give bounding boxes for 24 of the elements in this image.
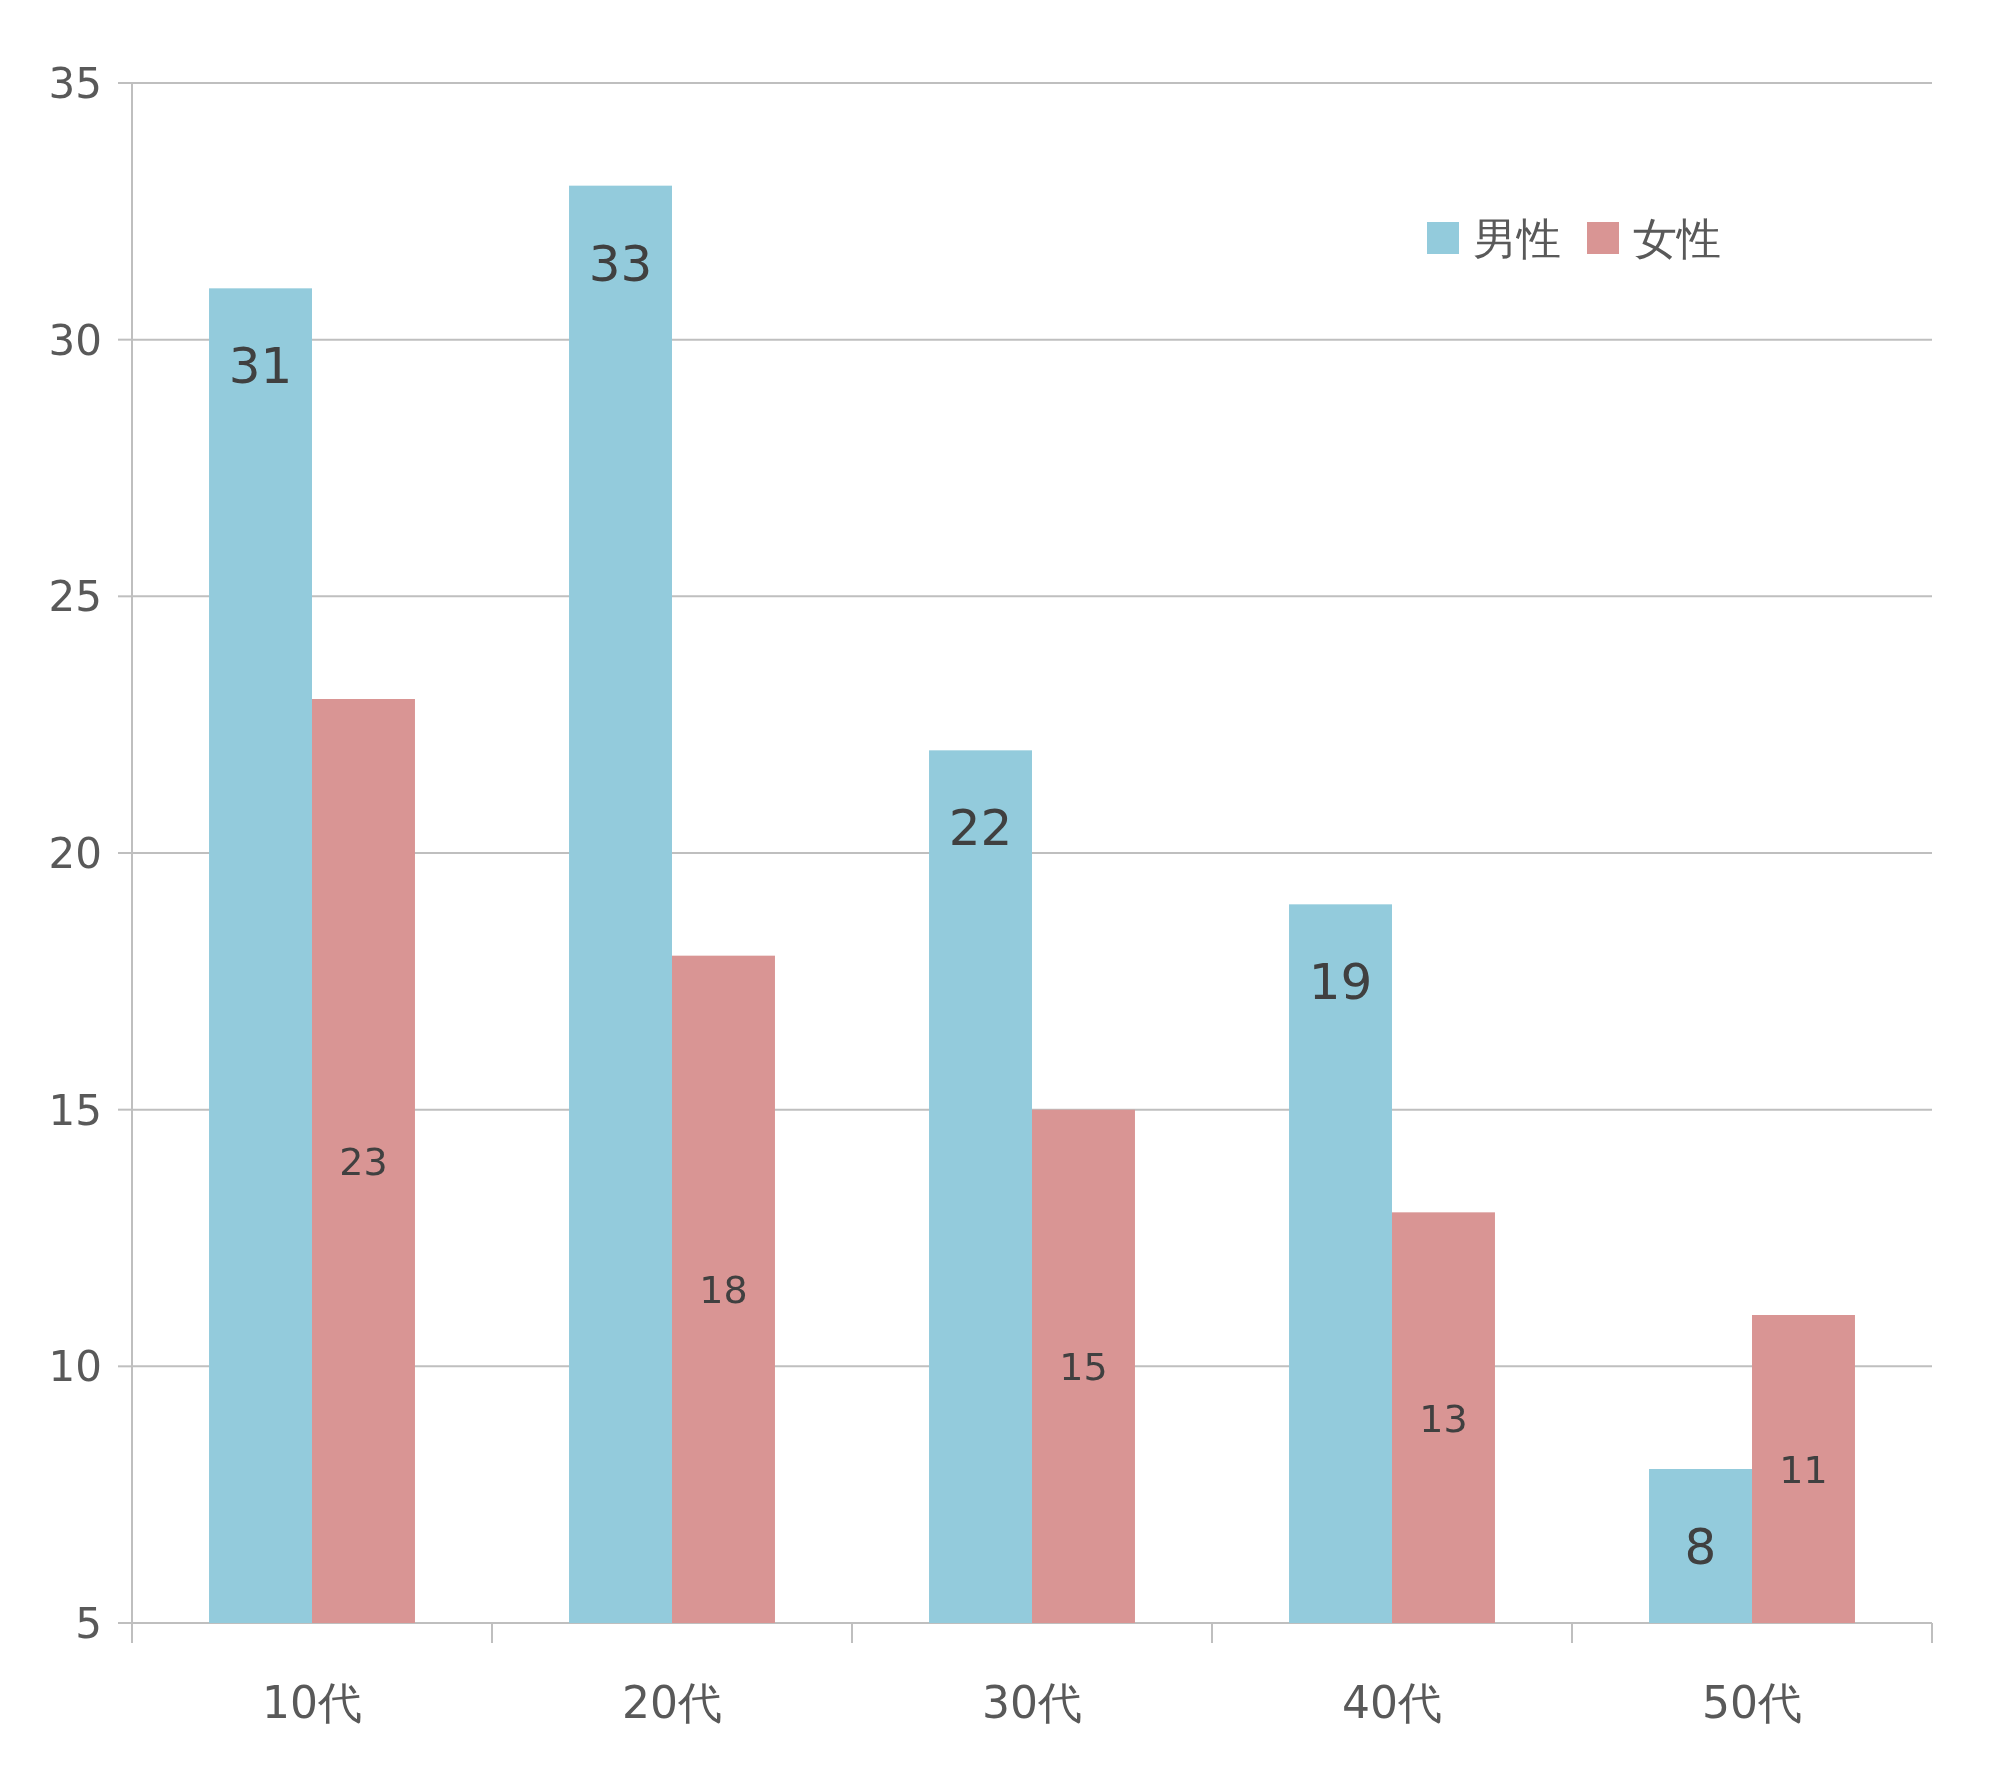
data-label: 15 — [1059, 1345, 1108, 1390]
data-label: 11 — [1779, 1448, 1828, 1492]
data-label: 13 — [1419, 1396, 1468, 1441]
x-tick-label: 10代 — [262, 1677, 362, 1728]
legend-label: 男性 — [1473, 213, 1561, 264]
y-tick-label: 20 — [48, 829, 102, 878]
x-tick-label: 40代 — [1342, 1677, 1442, 1728]
x-tick-label: 50代 — [1702, 1677, 1802, 1728]
y-tick-label: 10 — [48, 1342, 102, 1392]
legend-label: 女性 — [1633, 213, 1721, 264]
data-label: 8 — [1684, 1518, 1717, 1576]
data-label: 18 — [699, 1268, 748, 1313]
data-label: 19 — [1308, 953, 1373, 1012]
data-label: 31 — [228, 337, 293, 396]
y-tick-label: 30 — [48, 315, 102, 365]
y-tick-label: 25 — [48, 572, 102, 622]
data-label: 22 — [948, 799, 1013, 858]
y-tick-label: 15 — [48, 1085, 102, 1135]
x-tick-label: 30代 — [982, 1677, 1082, 1728]
x-tick-label: 20代 — [622, 1677, 722, 1728]
data-label: 33 — [588, 234, 653, 293]
data-label: 23 — [339, 1140, 388, 1184]
y-tick-label: 35 — [48, 59, 102, 108]
y-tick-label: 5 — [75, 1599, 102, 1648]
